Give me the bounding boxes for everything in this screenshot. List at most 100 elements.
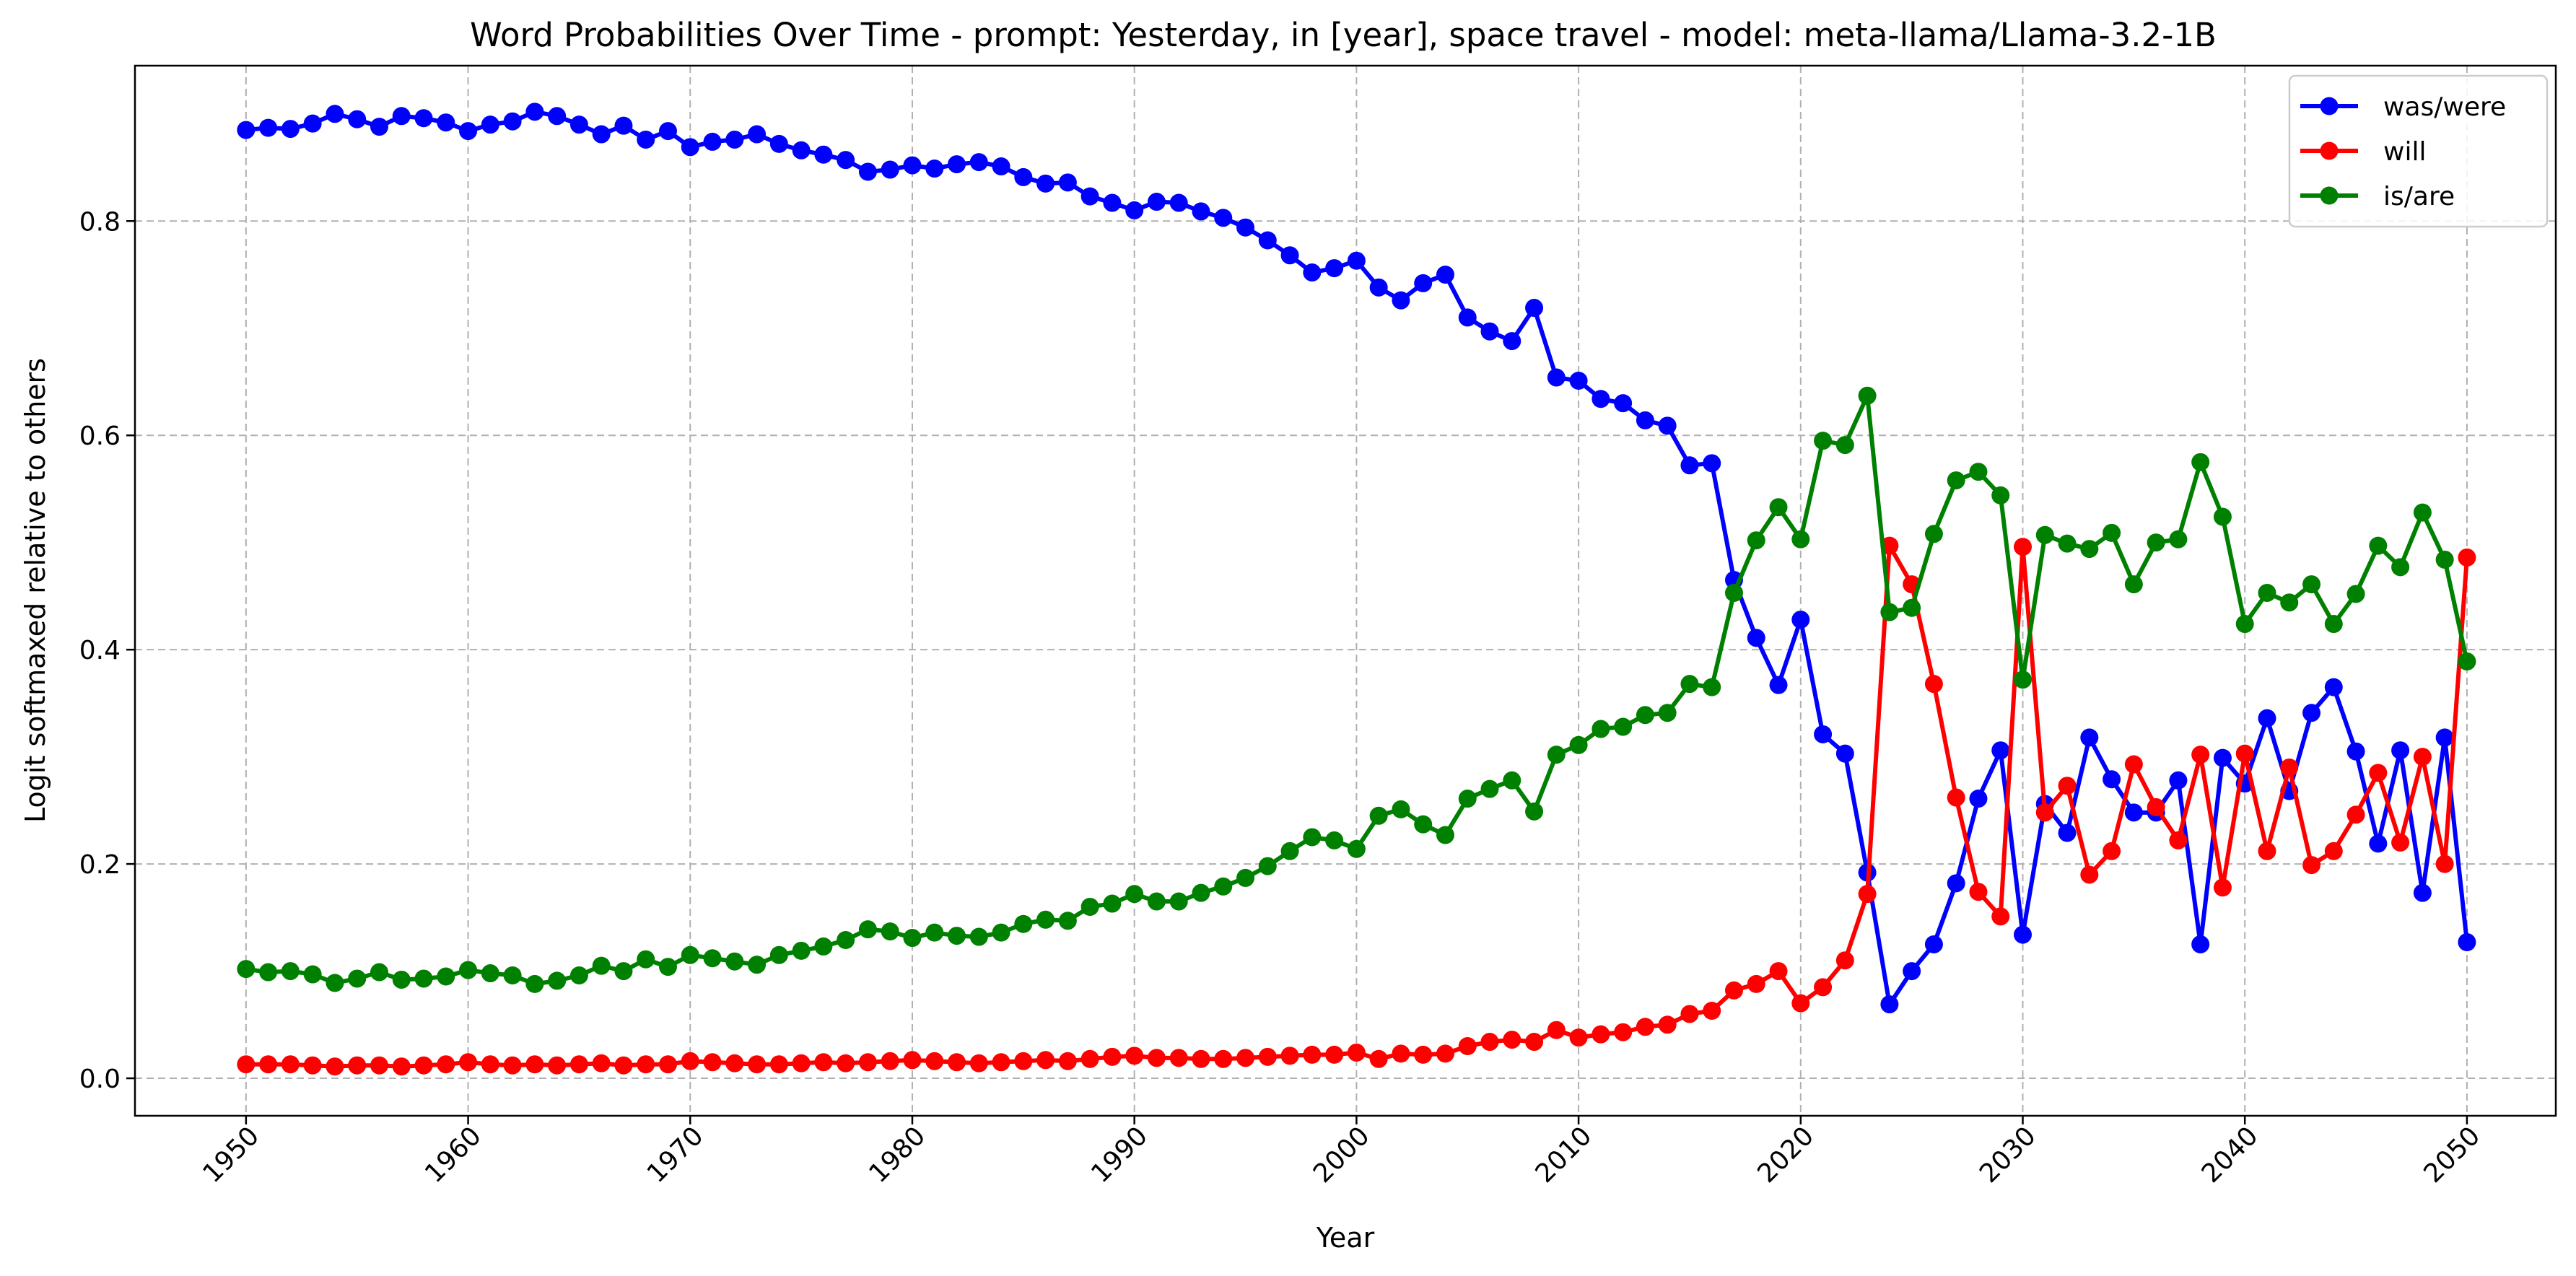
- data-point: [2213, 507, 2232, 526]
- data-point: [481, 115, 499, 134]
- data-point: [1347, 839, 1366, 858]
- data-point: [525, 102, 544, 121]
- data-point: [2147, 533, 2165, 552]
- data-point: [1924, 675, 1943, 694]
- data-point: [658, 1055, 677, 1074]
- plot-frame: [134, 64, 2557, 1117]
- data-point: [681, 945, 699, 964]
- data-point: [1636, 411, 1654, 429]
- data-point: [614, 1056, 633, 1075]
- data-point: [1658, 1015, 1677, 1034]
- data-point: [2191, 935, 2210, 953]
- data-point: [1636, 1018, 1654, 1036]
- data-point: [1214, 209, 1233, 227]
- data-point: [592, 956, 611, 975]
- data-point: [992, 157, 1010, 176]
- y-axis: 0.0 0.2 0.4 0.6 0.8: [79, 207, 135, 1094]
- y-axis-label: Logit softmaxed relative to others: [19, 358, 51, 823]
- data-point: [814, 937, 833, 956]
- legend: was/were will is/are: [2288, 74, 2549, 228]
- data-point: [2213, 878, 2232, 897]
- series-layer: [237, 102, 2476, 1076]
- data-point: [925, 1052, 944, 1070]
- data-point: [548, 107, 567, 126]
- data-point: [392, 107, 411, 126]
- data-point: [1547, 746, 1566, 764]
- data-point: [2346, 742, 2365, 761]
- data-point: [2324, 615, 2343, 634]
- data-point: [348, 969, 367, 988]
- data-point: [814, 1053, 833, 1072]
- data-point: [370, 118, 388, 136]
- data-point: [992, 1053, 1010, 1072]
- x-axis-label: Year: [1316, 1222, 1375, 1254]
- x-tick-label: 1950: [197, 1121, 265, 1189]
- data-point: [681, 1052, 699, 1070]
- data-point: [1058, 912, 1077, 930]
- data-point: [1414, 1045, 1433, 1064]
- data-point: [592, 125, 611, 144]
- data-point: [2124, 803, 2143, 822]
- data-point: [1724, 981, 1743, 1000]
- x-tick-label: 2040: [2196, 1121, 2264, 1189]
- data-point: [2369, 764, 2388, 782]
- data-point: [725, 952, 744, 971]
- data-point: [2280, 593, 2299, 612]
- data-point: [1125, 201, 1144, 219]
- data-point: [1480, 322, 1499, 341]
- data-point: [569, 115, 588, 134]
- data-point: [2124, 755, 2143, 774]
- legend-marker: [2320, 141, 2339, 160]
- y-tick-label: 0.6: [79, 421, 121, 451]
- data-point: [1858, 386, 1877, 405]
- data-point: [2346, 805, 2365, 824]
- data-point: [503, 966, 522, 985]
- legend-marker: [2320, 97, 2339, 115]
- data-point: [237, 1055, 256, 1074]
- legend-item: is/are: [2300, 182, 2455, 211]
- legend-item: will: [2300, 137, 2426, 167]
- data-point: [1636, 706, 1654, 725]
- data-point: [681, 138, 699, 157]
- data-point: [1347, 1043, 1366, 1062]
- data-point: [1903, 962, 1921, 981]
- data-point: [1814, 725, 1833, 743]
- data-point: [837, 931, 855, 950]
- data-point: [1614, 1023, 1633, 1041]
- data-point: [1835, 951, 1854, 970]
- data-point: [1525, 1033, 1544, 1052]
- data-point: [948, 1053, 966, 1072]
- data-point: [2458, 932, 2476, 951]
- data-point: [1303, 828, 1322, 847]
- legend-label: will: [2383, 137, 2426, 167]
- data-point: [969, 153, 988, 172]
- data-point: [1436, 266, 1454, 284]
- data-point: [1369, 278, 1388, 297]
- data-point: [925, 923, 944, 942]
- data-point: [1947, 788, 1965, 807]
- data-point: [259, 1055, 278, 1074]
- data-point: [503, 1056, 522, 1075]
- data-point: [1458, 790, 1477, 808]
- data-point: [2235, 615, 2254, 634]
- data-point: [1835, 744, 1854, 763]
- data-point: [326, 105, 344, 123]
- data-point: [2035, 803, 2054, 822]
- data-point: [2103, 523, 2121, 542]
- data-point: [2435, 855, 2454, 873]
- data-point: [1147, 193, 1166, 211]
- grid: [135, 66, 2556, 1116]
- data-point: [1569, 735, 1588, 754]
- data-point: [437, 1055, 455, 1074]
- x-tick-label: 2000: [1308, 1121, 1376, 1189]
- data-point: [259, 118, 278, 137]
- data-point: [525, 1055, 544, 1074]
- data-point: [1969, 790, 1988, 808]
- data-point: [1014, 167, 1033, 186]
- data-point: [370, 1056, 388, 1075]
- data-point: [1014, 1052, 1033, 1070]
- data-point: [2369, 834, 2388, 853]
- data-point: [1392, 800, 1410, 818]
- data-point: [1325, 259, 1344, 278]
- data-point: [703, 132, 722, 151]
